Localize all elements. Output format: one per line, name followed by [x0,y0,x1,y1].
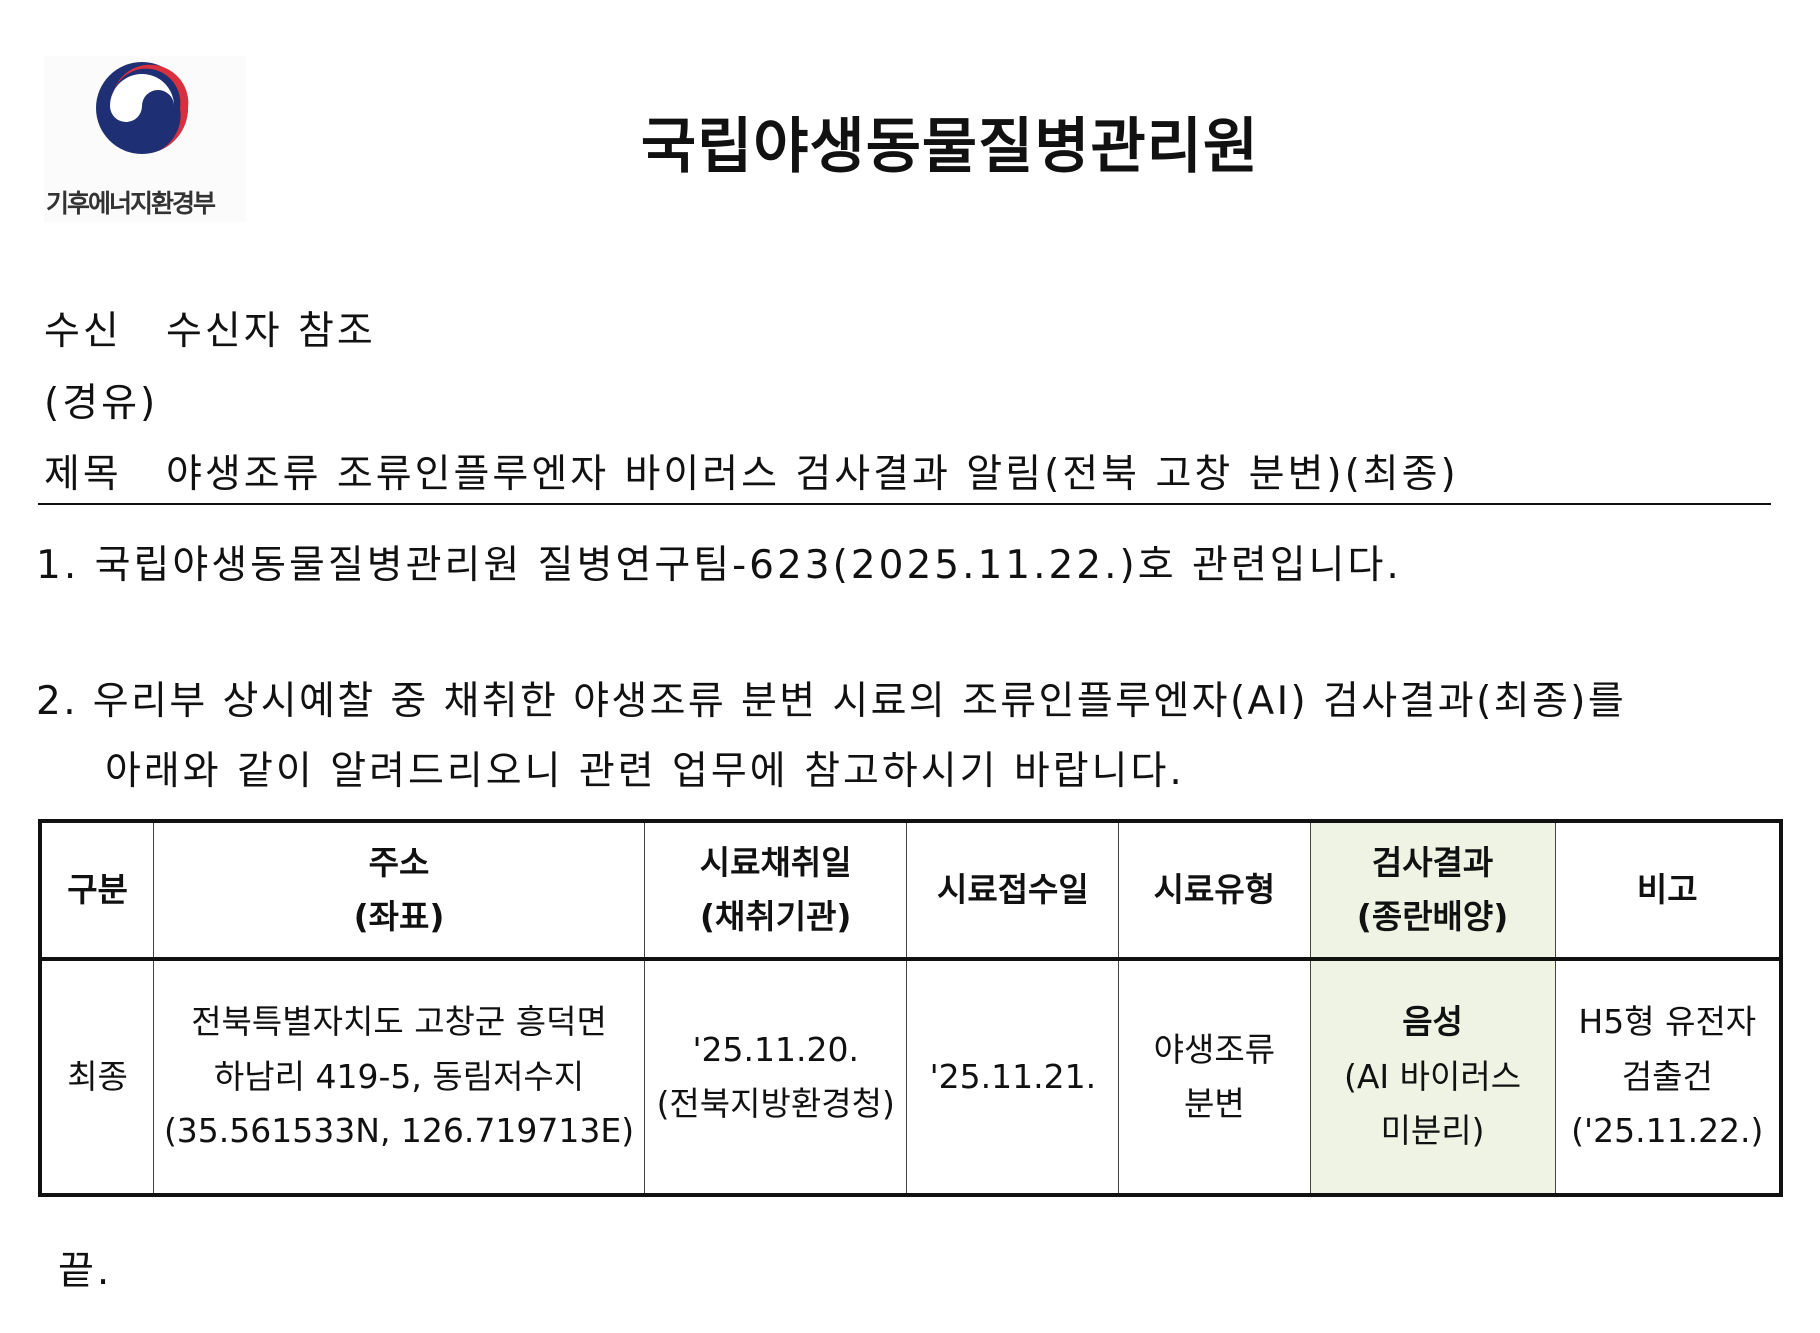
paragraph-1: 1. 국립야생동물질병관리원 질병연구팀-623(2025.11.22.)호 관… [36,543,1402,588]
header-received-date: 시료접수일 [906,820,1120,961]
paragraph-2-line-2: 아래와 같이 알려드리오니 관련 업무에 참고하시기 바랍니다. [105,749,1185,794]
cell-address: 전북특별자치도 고창군 흥덕면 하남리 419-5, 동림저수지 (35.56153… [153,958,645,1196]
subject-line: 제목 야생조류 조류인플루엔자 바이러스 검사결과 알림(전북 고창 분변)(최종… [44,443,1459,499]
recipient-value: 수신자 참조 [166,309,376,354]
cell-note: H5형 유전자 검출건 ('25.11.22.) [1554,958,1782,1196]
header-note: 비고 [1554,820,1782,961]
taegeuk-emblem-icon [96,62,189,154]
ministry-logo: 기후에너지환경부 [44,56,246,222]
result-table: 구분 주소 (좌표) 시료채취일 (채취기관) 시료접수일 시료유형 검사결과 (종란… [38,819,1783,1197]
subject-label: 제목 [44,452,122,497]
cell-received-date: '25.11.21. [906,958,1120,1196]
ministry-name: 기후에너지환경부 [46,189,216,218]
end-mark: 끝. [58,1249,113,1294]
header-sample-type: 시료유형 [1118,820,1311,961]
cell-sample-type: 야생조류 분변 [1118,958,1311,1196]
page-title: 국립야생동물질병관리원 [640,112,1260,182]
paragraph-2-line-1: 2. 우리부 상시예찰 중 채취한 야생조류 분변 시료의 조류인플루엔자(AI… [36,679,1627,724]
header-result: 검사결과 (종란배양) [1309,820,1556,961]
subject-value: 야생조류 조류인플루엔자 바이러스 검사결과 알림(전북 고창 분변)(최종) [166,452,1459,497]
table-row: 최종 전북특별자치도 고창군 흥덕면 하남리 419-5, 동림저수지 (35.56… [39,958,1782,1196]
via-label: (경유) [44,381,159,426]
cell-result: 음성 (AI 바이러스 미분리) [1309,958,1556,1196]
recipient-label: 수신 [44,309,122,354]
recipient-line: 수신 수신자 참조 [44,300,376,356]
cell-category: 최종 [39,958,155,1196]
table-header-row: 구분 주소 (좌표) 시료채취일 (채취기관) 시료접수일 시료유형 검사결과 (종란… [39,820,1782,961]
cell-collection-date: '25.11.20. (전북지방환경청) [643,958,908,1196]
header-address: 주소 (좌표) [153,820,645,961]
header-category: 구분 [39,820,155,961]
header-collection-date: 시료채취일 (채취기관) [643,820,908,961]
divider [38,503,1771,505]
